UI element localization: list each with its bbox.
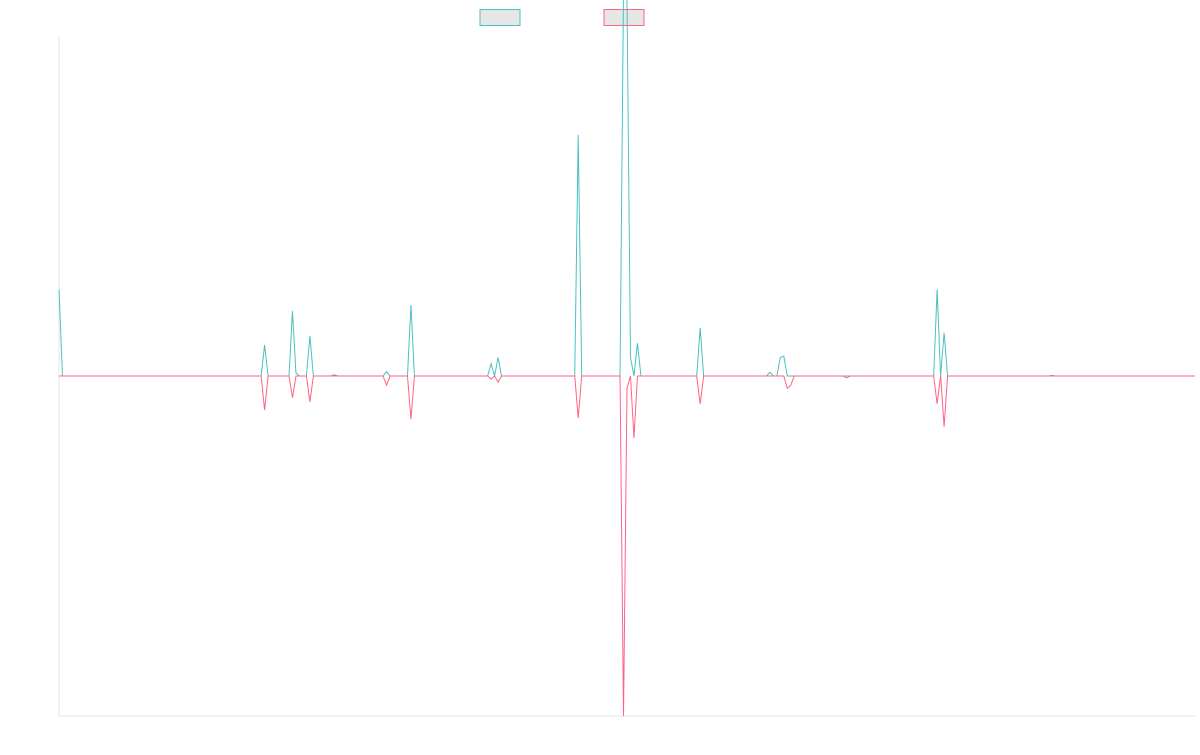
plot-area [58,0,1195,717]
legend[interactable] [479,9,645,26]
legend-swatch-1[interactable] [479,9,521,26]
legend-item-1[interactable] [479,9,521,26]
series-line-2 [59,374,1195,717]
series-line-1 [58,0,1195,377]
legend-swatch-2[interactable] [603,9,645,26]
legend-item-2[interactable] [603,9,645,26]
